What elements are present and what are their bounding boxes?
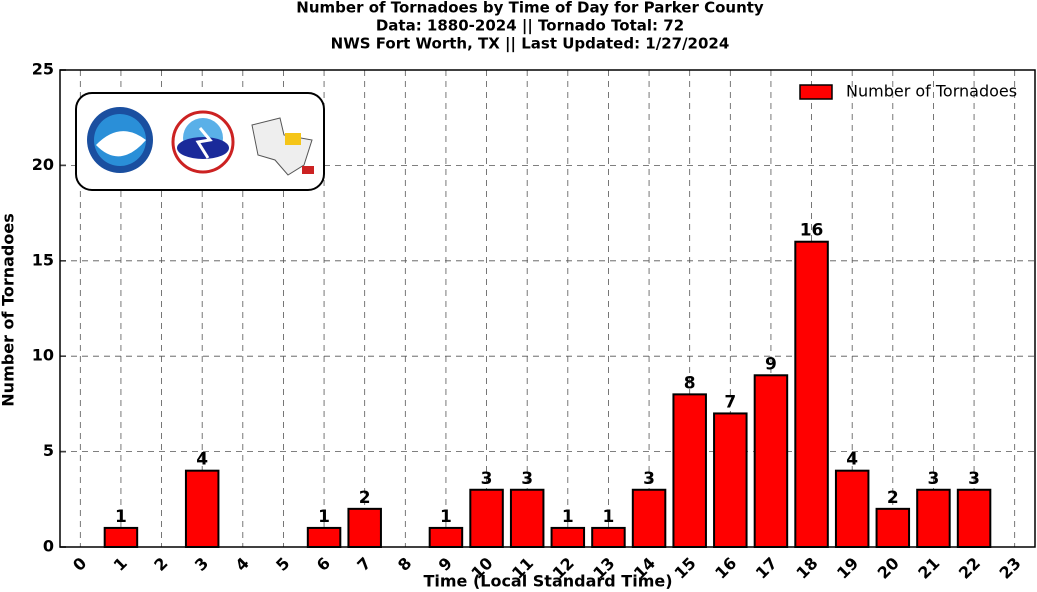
y-tick-label: 0: [43, 537, 54, 556]
x-tick-label: 3: [191, 554, 212, 575]
data-label: 3: [643, 469, 655, 489]
bar: [103, 526, 139, 548]
bar: [631, 488, 667, 549]
data-label: 3: [481, 469, 493, 489]
bar: [428, 526, 464, 548]
data-label: 1: [318, 507, 330, 527]
x-tick-label: 19: [833, 554, 862, 583]
bar: [306, 526, 342, 548]
bar: [753, 374, 789, 548]
x-tick-label: 5: [272, 554, 293, 575]
y-axis-label: Number of Tornadoes: [0, 213, 18, 406]
y-tick-label: 15: [32, 250, 54, 269]
data-label: 3: [521, 469, 533, 489]
x-tick-label: 17: [752, 554, 781, 583]
bar: [184, 469, 220, 548]
x-tick-label: 2: [150, 554, 171, 575]
bar: [794, 240, 829, 548]
chart-title: Number of Tornadoes by Time of Day for P…: [296, 0, 764, 17]
x-tick-label: 15: [671, 554, 700, 583]
bar: [672, 393, 707, 548]
data-label: 3: [928, 469, 940, 489]
x-tick-label: 21: [914, 554, 943, 583]
x-tick-label: 1: [110, 554, 131, 575]
bar: [916, 488, 951, 549]
x-tick-label: 7: [353, 554, 374, 575]
data-label: 1: [440, 507, 452, 527]
x-tick-label: 8: [394, 554, 415, 575]
plot-frame: [59, 69, 1036, 548]
bar: [834, 469, 870, 548]
x-tick-label: 6: [313, 554, 334, 575]
data-label: 2: [887, 488, 899, 508]
legend-label: Number of Tornadoes: [846, 82, 1017, 101]
y-tick-label: 5: [43, 441, 54, 460]
bar: [347, 507, 382, 548]
data-label: 1: [562, 507, 574, 527]
data-label: 16: [800, 221, 824, 241]
data-label: 4: [196, 450, 208, 470]
y-tick-label: 25: [32, 60, 54, 79]
y-tick-label: 10: [32, 346, 54, 365]
data-label: 2: [359, 488, 371, 508]
data-label: 4: [846, 450, 858, 470]
bar: [509, 488, 545, 549]
bar: [875, 507, 911, 548]
data-label: 1: [115, 507, 127, 527]
data-label: 8: [684, 373, 696, 393]
legend-swatch: [799, 84, 833, 100]
x-tick-label: 23: [996, 554, 1025, 583]
x-tick-label: 22: [955, 554, 984, 583]
y-tick-label: 20: [32, 155, 54, 174]
x-tick-label: 18: [792, 554, 821, 583]
bar: [550, 526, 586, 548]
x-tick-label: 4: [232, 554, 253, 575]
bar: [956, 488, 992, 549]
x-tick-label: 0: [69, 554, 90, 575]
data-label: 1: [603, 507, 615, 527]
x-tick-label: 16: [711, 554, 740, 583]
data-label: 9: [765, 354, 777, 374]
chart-subtitle-2: NWS Fort Worth, TX || Last Updated: 1/27…: [331, 35, 730, 54]
data-label: 3: [968, 469, 980, 489]
x-tick-label: 20: [874, 554, 903, 583]
bar: [469, 488, 504, 549]
chart-subtitle: Data: 1880-2024 || Tornado Total: 72: [376, 17, 684, 36]
x-axis-label: Time (Local Standard Time): [423, 572, 672, 591]
logo-box: [75, 92, 325, 191]
bar: [591, 526, 626, 548]
data-label: 7: [724, 392, 736, 412]
bar: [713, 412, 748, 548]
